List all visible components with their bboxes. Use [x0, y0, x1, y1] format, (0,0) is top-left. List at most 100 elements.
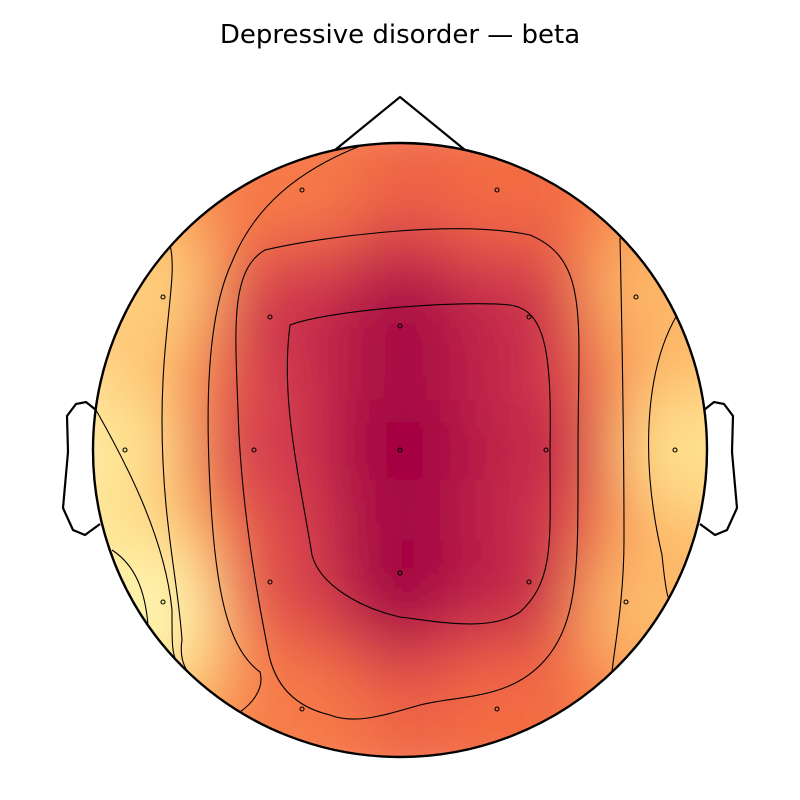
heatmap-cell: [300, 340, 321, 361]
heatmap-cell: [520, 600, 541, 621]
heatmap-cell: [60, 360, 81, 381]
heatmap-cell: [500, 180, 521, 201]
heatmap-cell: [740, 680, 761, 701]
heatmap-cell: [320, 440, 341, 461]
heatmap-cell: [180, 380, 201, 401]
heatmap-cell: [420, 520, 441, 541]
heatmap-cell: [580, 440, 601, 461]
heatmap-cell: [680, 640, 701, 661]
heatmap-cell: [520, 240, 541, 261]
heatmap-cell: [560, 540, 581, 561]
heatmap-cell: [120, 520, 141, 541]
heatmap-cell: [320, 460, 341, 481]
heatmap-cell: [140, 580, 161, 601]
heatmap-cell: [480, 540, 501, 561]
heatmap-cell: [740, 500, 761, 521]
heatmap-cell: [580, 360, 601, 381]
heatmap-cell: [220, 380, 241, 401]
heatmap-cell: [680, 143, 701, 161]
heatmap-cell: [540, 780, 561, 800]
heatmap-cell: [420, 460, 441, 481]
heatmap-cell: [340, 600, 361, 621]
heatmap-cell: [260, 143, 281, 161]
heatmap-cell: [380, 440, 401, 461]
heatmap-cell: [440, 580, 461, 601]
heatmap-cell: [440, 360, 461, 381]
heatmap-cell: [220, 320, 241, 341]
heatmap-cell: [560, 600, 581, 621]
heatmap-cell: [600, 740, 621, 757]
heatmap-cell: [220, 143, 241, 161]
heatmap-cell: [580, 560, 601, 581]
heatmap-cell: [260, 100, 281, 121]
heatmap-cell: [520, 260, 541, 281]
heatmap-cell: [500, 580, 521, 601]
heatmap-cell: [180, 600, 201, 621]
heatmap-cell: [60, 240, 81, 261]
heatmap-cell: [740, 200, 761, 221]
heatmap-cell: [100, 143, 121, 161]
heatmap-cell: [240, 320, 261, 341]
heatmap-cell: [320, 600, 341, 621]
heatmap-cell: [460, 160, 481, 181]
heatmap-cell: [620, 440, 641, 461]
heatmap-cell: [520, 500, 541, 521]
heatmap-cell: [560, 460, 581, 481]
heatmap-cell: [260, 280, 281, 301]
heatmap-cell: [480, 380, 501, 401]
heatmap-cell: [600, 380, 621, 401]
heatmap-cell: [380, 780, 401, 800]
heatmap-cell: [300, 120, 321, 141]
heatmap-cell: [480, 480, 501, 501]
heatmap-cell: [740, 640, 761, 661]
heatmap-cell: [420, 143, 441, 161]
heatmap-cell: [560, 143, 581, 161]
heatmap-cell: [320, 760, 341, 781]
heatmap-cell: [100, 300, 121, 321]
heatmap-cell: [100, 580, 121, 601]
heatmap-cell: [380, 220, 401, 241]
heatmap-cell: [600, 700, 621, 721]
heatmap-cell: [740, 700, 761, 721]
heatmap-cell: [280, 300, 301, 321]
heatmap-cell: [520, 480, 541, 501]
heatmap-cell: [360, 760, 381, 781]
heatmap-cell: [260, 420, 281, 441]
heatmap-cell: [440, 540, 461, 561]
heatmap-cell: [660, 560, 681, 581]
contour-line: [207, 145, 361, 713]
heatmap-cell: [260, 760, 281, 781]
heatmap-cell: [480, 300, 501, 321]
heatmap-cell: [440, 780, 461, 800]
heatmap-cell: [680, 260, 701, 281]
heatmap-cell: [500, 720, 521, 741]
heatmap-cell: [120, 220, 141, 241]
heatmap-cell: [460, 560, 481, 581]
heatmap-cell: [140, 660, 161, 681]
heatmap-cell: [640, 440, 661, 461]
heatmap-cell: [620, 480, 641, 501]
heatmap-cell: [600, 500, 621, 521]
heatmap-cell: [480, 120, 501, 141]
heatmap-cell: [360, 780, 381, 800]
heatmap-cell: [320, 780, 341, 800]
heatmap-cell: [320, 120, 341, 141]
heatmap-cell: [340, 360, 361, 381]
heatmap-cell: [620, 520, 641, 541]
heatmap-cell: [420, 400, 441, 421]
heatmap-cell: [660, 500, 681, 521]
heatmap-cell: [240, 640, 261, 661]
heatmap-cell: [360, 580, 381, 601]
heatmap-cell: [520, 780, 541, 800]
heatmap-cell: [320, 260, 341, 281]
heatmap-cell: [500, 360, 521, 381]
heatmap-cell: [400, 260, 421, 281]
heatmap-cell: [620, 740, 641, 757]
heatmap-cell: [420, 540, 441, 561]
heatmap-cell: [400, 540, 421, 561]
heatmap-cell: [320, 240, 341, 261]
heatmap-cell: [340, 480, 361, 501]
heatmap-cell: [180, 540, 201, 561]
heatmap-cell: [360, 320, 381, 341]
heatmap-cell: [200, 500, 221, 521]
